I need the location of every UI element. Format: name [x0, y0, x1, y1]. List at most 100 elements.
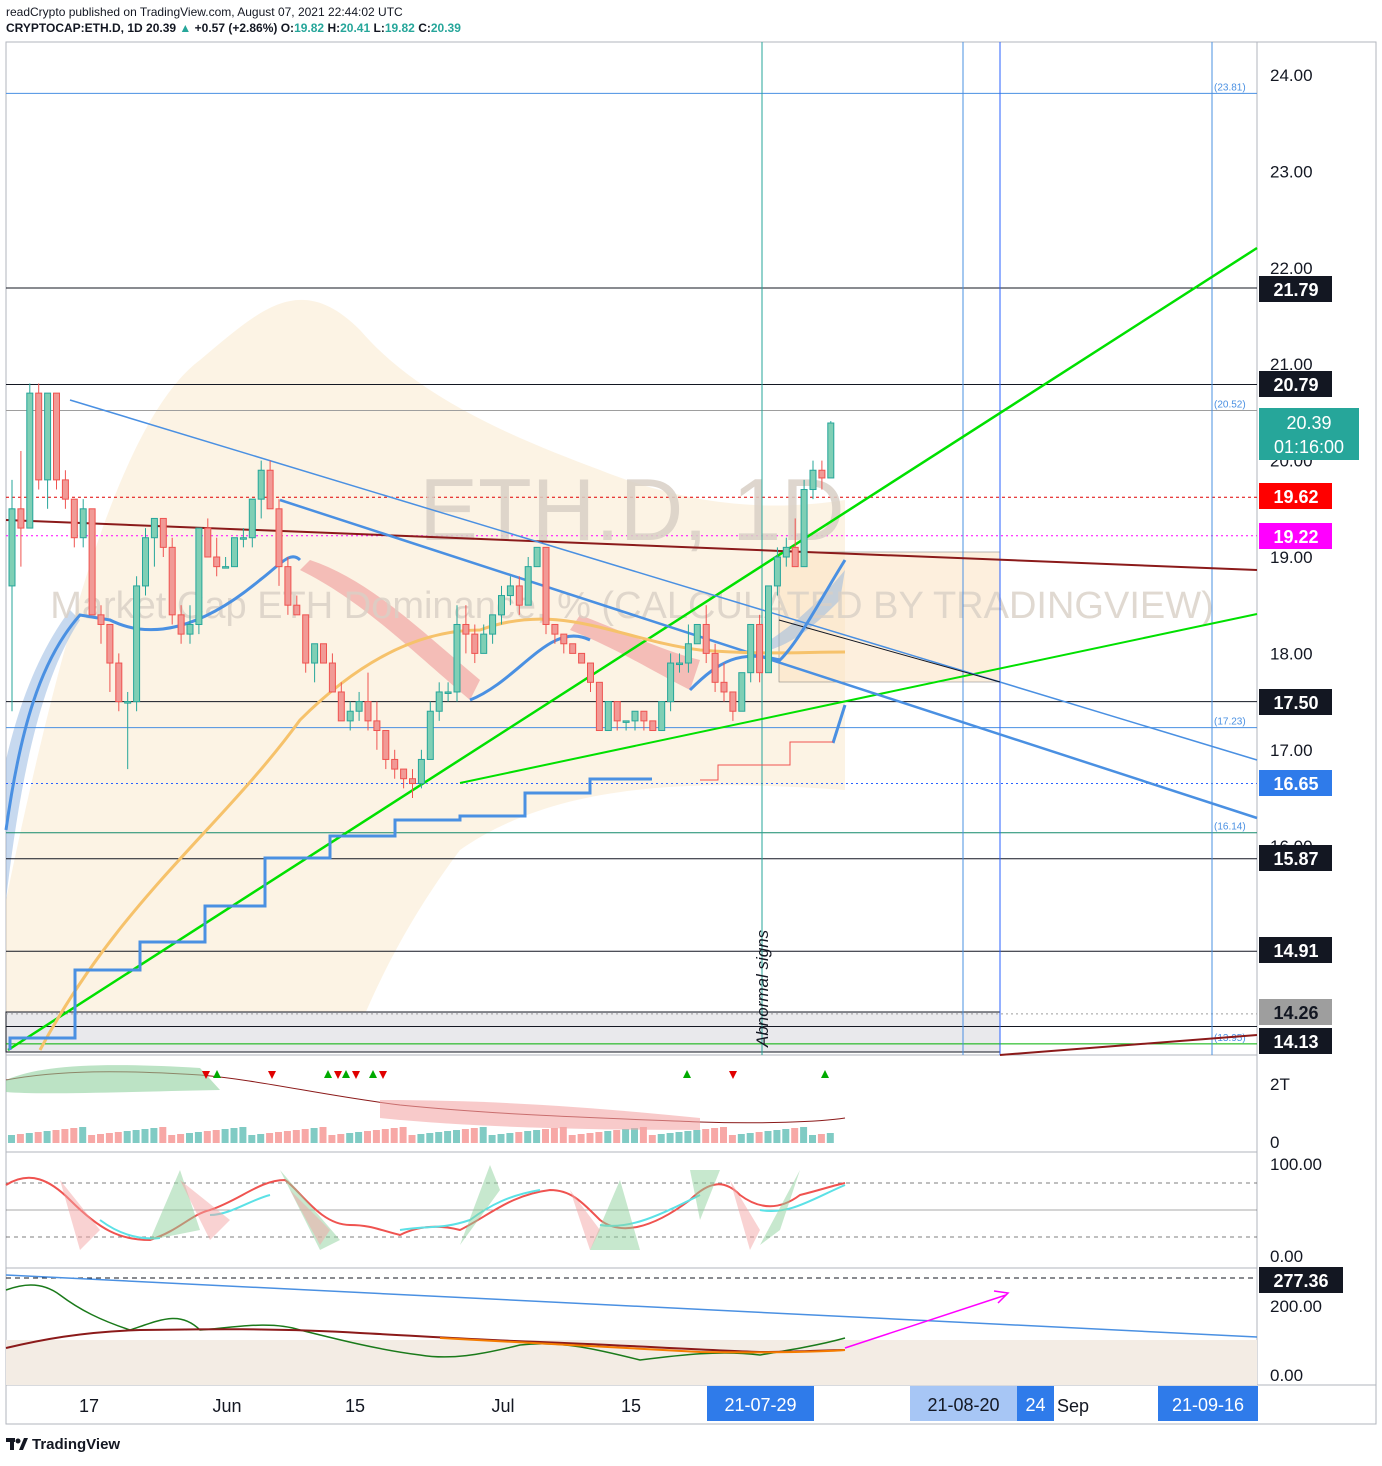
- volume-bar: [301, 1129, 309, 1143]
- osc-tick-label: 0.00: [1270, 1247, 1303, 1266]
- volume-bar: [34, 1132, 42, 1143]
- candle-body: [480, 633, 488, 654]
- volume-band-red: [380, 1100, 700, 1130]
- time-tick-label: 15: [345, 1396, 365, 1416]
- volume-bar: [61, 1129, 69, 1143]
- obv-line: [5, 1284, 846, 1361]
- volume-bar: [809, 1135, 816, 1143]
- volume-bar: [8, 1135, 15, 1143]
- candle-body: [720, 681, 728, 693]
- symbol-name[interactable]: CRYPTOCAP:ETH.D, 1D: [6, 21, 143, 35]
- candle-body: [756, 623, 764, 674]
- symbol-line: CRYPTOCAP:ETH.D, 1D 20.39 ▲ +0.57 (+2.86…: [6, 20, 461, 36]
- price-tag-box: [1259, 999, 1332, 1025]
- candle-body: [328, 662, 336, 693]
- time-tick-label: 17: [79, 1396, 99, 1416]
- candle-body: [453, 623, 461, 693]
- abnormal-signs-label: Abnormal signs: [753, 929, 772, 1048]
- obv-tag-label: 277.36: [1273, 1271, 1328, 1291]
- green-trendline-lower: [459, 613, 1258, 784]
- candle-body: [124, 701, 132, 704]
- support-zone-box: [5, 1011, 1001, 1053]
- candle-body: [809, 469, 817, 491]
- price-tag-box: [1259, 276, 1332, 302]
- time-tag-box: [910, 1386, 1017, 1421]
- volume-bar: [399, 1127, 407, 1143]
- candle-body: [195, 527, 203, 625]
- candle-body: [782, 546, 790, 558]
- buy-signal-icon: [683, 1070, 691, 1078]
- candle-body: [515, 585, 523, 606]
- candle-body: [159, 517, 167, 548]
- volume-bar: [159, 1127, 167, 1143]
- price-tag-box: [1259, 937, 1332, 963]
- volume-bar: [194, 1132, 202, 1143]
- time-tag-label: 24: [1025, 1395, 1045, 1415]
- candle-body: [142, 537, 149, 587]
- price-tick-label: 19.00: [1270, 548, 1313, 567]
- buy-signal-icon: [213, 1070, 221, 1078]
- candle-body: [8, 508, 16, 587]
- volume-bar: [702, 1129, 710, 1143]
- candle-body: [44, 392, 52, 481]
- time-tag-label: 21-09-16: [1172, 1395, 1244, 1415]
- time-tag: 21-09-16: [1158, 1386, 1258, 1421]
- volume-bar: [595, 1132, 603, 1143]
- candle-body: [489, 614, 497, 635]
- candle-body: [26, 392, 34, 529]
- candle-body: [587, 662, 594, 683]
- candle-body: [61, 479, 69, 500]
- volume-bar: [97, 1134, 104, 1143]
- candle-body: [409, 778, 416, 785]
- volume-bar: [461, 1129, 469, 1143]
- price-tag: 17.50: [1259, 689, 1332, 715]
- price-tag: 20.79: [1259, 371, 1332, 397]
- volume-bar: [417, 1134, 425, 1143]
- blue-step-line-end: [831, 704, 847, 744]
- candle-body: [595, 681, 603, 732]
- volume-bar: [319, 1127, 327, 1143]
- obv-tag: 277.36: [1259, 1267, 1343, 1293]
- level-note: (16.14): [1214, 822, 1246, 833]
- candle-body: [302, 614, 310, 664]
- candle-body: [560, 633, 568, 645]
- blue-band: [6, 610, 80, 900]
- candle-body: [729, 691, 737, 712]
- price-tag: 19.62: [1259, 483, 1332, 509]
- obv-trendline: [5, 1274, 1258, 1338]
- candle-body: [444, 691, 452, 694]
- candle-body: [631, 710, 639, 722]
- volume-bar: [470, 1128, 478, 1143]
- candle-body: [239, 537, 247, 540]
- volume-bar: [346, 1133, 354, 1143]
- osc-tick-label: 100.00: [1270, 1155, 1322, 1174]
- candle-body: [70, 498, 78, 539]
- volume-tick-label: 0: [1270, 1133, 1279, 1152]
- volume-bar: [684, 1131, 692, 1143]
- candle-body: [346, 710, 354, 722]
- volume-bar: [328, 1135, 336, 1143]
- volume-bar: [711, 1128, 719, 1143]
- volume-bar: [43, 1131, 51, 1143]
- volume-bar: [114, 1132, 122, 1143]
- candle-body: [827, 422, 835, 479]
- volume-bar: [737, 1134, 745, 1143]
- volume-bar: [604, 1131, 612, 1143]
- candle-body: [498, 595, 505, 616]
- price-tag: 19.22: [1259, 523, 1332, 549]
- publisher-line: readCrypto published on TradingView.com,…: [6, 5, 403, 19]
- price-tag-label: 15.87: [1273, 849, 1318, 869]
- volume-bar: [800, 1127, 808, 1143]
- level-note: (13.95): [1214, 1033, 1246, 1044]
- time-tag: 21-07-29: [707, 1386, 814, 1421]
- obv-tick-label: 200.00: [1270, 1297, 1322, 1316]
- candle-body: [711, 652, 719, 683]
- candle-body: [257, 469, 265, 500]
- candle-body: [177, 614, 185, 635]
- price-tag-box: [1259, 689, 1332, 715]
- cloud-area: [6, 299, 845, 1050]
- candle-body: [275, 508, 283, 568]
- volume-bar: [666, 1133, 674, 1143]
- time-tick-label: 15: [621, 1396, 641, 1416]
